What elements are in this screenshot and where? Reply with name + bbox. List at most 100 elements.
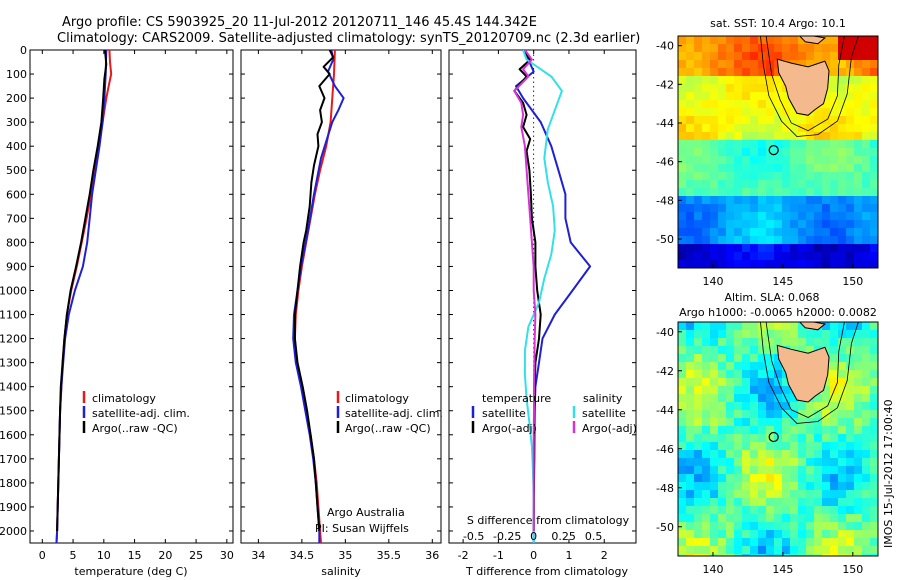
m1-field-cell xyxy=(854,244,863,253)
m1-field-cell xyxy=(734,60,743,69)
m1-field-cell xyxy=(822,252,831,261)
m2-field-cell xyxy=(862,442,871,451)
m2-field-cell xyxy=(838,458,847,467)
figure-title-line1: Argo profile: CS 5903925_20 11-Jul-2012 … xyxy=(62,15,537,30)
m2-field-cell xyxy=(838,466,847,475)
salinity-legend-climatology: climatology xyxy=(345,392,409,405)
m2-field-cell xyxy=(726,354,735,363)
m1-field-cell xyxy=(870,260,878,268)
m1-field-cell xyxy=(766,196,775,205)
m1-field-cell xyxy=(798,116,807,125)
m1-field-cell xyxy=(814,236,823,245)
m1-field-cell xyxy=(726,164,735,173)
m1-lon-tick-label: 150 xyxy=(842,275,863,288)
m2-field-cell xyxy=(862,370,871,379)
sst-isobath-contour xyxy=(765,36,845,132)
m2-field-cell xyxy=(686,362,695,371)
m2-field-cell xyxy=(686,346,695,355)
m2-field-cell xyxy=(862,538,871,547)
m2-field-cell xyxy=(846,554,855,556)
m2-field-cell xyxy=(870,426,878,435)
m1-field-cell xyxy=(798,244,807,253)
m1-field-cell xyxy=(830,204,839,213)
m2-field-cell xyxy=(814,514,823,523)
m2-field-cell xyxy=(822,418,831,427)
m2-field-cell xyxy=(742,514,751,523)
m1-field-cell xyxy=(862,252,871,261)
m2-field-cell xyxy=(742,394,751,403)
m1-field-cell xyxy=(726,204,735,213)
m2-lat-tick-label: -48 xyxy=(656,482,674,495)
m2-field-cell xyxy=(822,426,831,435)
m2-field-cell xyxy=(734,466,743,475)
m1-field-cell xyxy=(742,212,751,221)
m2-field-cell xyxy=(790,554,799,556)
m2-field-cell xyxy=(686,490,695,499)
m2-field-cell xyxy=(758,386,767,395)
m2-field-cell xyxy=(846,442,855,451)
m1-field-cell xyxy=(678,76,687,85)
m2-field-cell xyxy=(702,466,711,475)
m1-field-cell xyxy=(742,44,751,53)
m1-field-cell xyxy=(726,44,735,53)
m2-field-cell xyxy=(734,370,743,379)
m2-field-cell xyxy=(766,330,775,339)
m2-field-cell xyxy=(710,514,719,523)
m1-field-cell xyxy=(790,36,799,45)
m1-field-cell xyxy=(702,228,711,237)
m1-field-cell xyxy=(846,132,855,141)
m1-field-cell xyxy=(870,84,878,93)
m1-field-cell xyxy=(846,52,855,61)
m2-field-cell xyxy=(678,338,687,347)
m1-field-cell xyxy=(758,124,767,133)
m1-field-cell xyxy=(830,108,839,117)
depth-tick-label: 600 xyxy=(6,188,27,201)
m1-field-cell xyxy=(854,76,863,85)
m1-field-cell xyxy=(766,244,775,253)
m2-field-cell xyxy=(782,330,791,339)
m1-field-cell xyxy=(718,68,727,77)
m2-field-cell xyxy=(766,546,775,555)
m2-field-cell xyxy=(870,522,878,531)
m2-field-cell xyxy=(742,546,751,555)
m1-field-cell xyxy=(726,68,735,77)
m2-field-cell xyxy=(862,474,871,483)
m2-field-cell xyxy=(846,370,855,379)
m2-field-cell xyxy=(742,498,751,507)
m2-field-cell xyxy=(854,386,863,395)
m1-field-cell xyxy=(750,108,759,117)
difference-x-tick-label: 0 xyxy=(530,549,537,562)
m1-field-cell xyxy=(726,236,735,245)
m2-field-cell xyxy=(854,466,863,475)
m2-field-cell xyxy=(678,386,687,395)
m2-field-cell xyxy=(726,442,735,451)
m2-field-cell xyxy=(838,450,847,459)
m2-field-cell xyxy=(702,434,711,443)
m1-field-cell xyxy=(854,60,863,69)
m2-field-cell xyxy=(742,442,751,451)
m1-field-cell xyxy=(694,164,703,173)
m2-field-cell xyxy=(774,490,783,499)
m1-field-cell xyxy=(870,132,878,141)
m1-field-cell xyxy=(710,196,719,205)
m1-field-cell xyxy=(798,228,807,237)
m2-field-cell xyxy=(822,514,831,523)
m2-field-cell xyxy=(862,346,871,355)
m1-field-cell xyxy=(854,196,863,205)
m2-field-cell xyxy=(814,530,823,539)
m2-field-cell xyxy=(862,450,871,459)
m2-field-cell xyxy=(774,498,783,507)
m2-field-cell xyxy=(694,450,703,459)
m1-field-cell xyxy=(806,148,815,157)
m1-field-cell xyxy=(830,220,839,229)
m2-field-cell xyxy=(846,522,855,531)
m1-field-cell xyxy=(774,52,783,61)
m2-field-cell xyxy=(742,362,751,371)
m2-field-cell xyxy=(686,378,695,387)
m2-field-cell xyxy=(726,418,735,427)
m2-field-cell xyxy=(862,554,871,556)
m1-field-cell xyxy=(790,204,799,213)
m1-field-cell xyxy=(814,148,823,157)
m2-field-cell xyxy=(846,498,855,507)
m1-field-cell xyxy=(782,244,791,253)
